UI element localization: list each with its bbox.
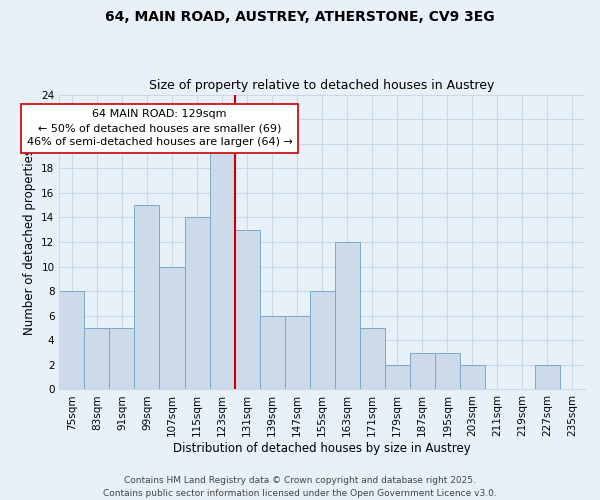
Y-axis label: Number of detached properties: Number of detached properties — [23, 149, 35, 335]
Bar — [235, 230, 260, 390]
Bar — [460, 365, 485, 390]
Text: Contains HM Land Registry data © Crown copyright and database right 2025.
Contai: Contains HM Land Registry data © Crown c… — [103, 476, 497, 498]
Bar — [310, 291, 335, 390]
Bar — [410, 352, 435, 390]
Bar — [59, 291, 85, 390]
Bar — [185, 218, 209, 390]
Bar — [109, 328, 134, 390]
Bar — [134, 205, 160, 390]
Bar — [284, 316, 310, 390]
Text: 64 MAIN ROAD: 129sqm
← 50% of detached houses are smaller (69)
46% of semi-detac: 64 MAIN ROAD: 129sqm ← 50% of detached h… — [26, 110, 292, 148]
Bar — [209, 144, 235, 390]
Bar — [360, 328, 385, 390]
Bar — [335, 242, 360, 390]
Bar — [160, 266, 185, 390]
Bar — [260, 316, 284, 390]
Bar — [435, 352, 460, 390]
Bar — [385, 365, 410, 390]
Title: Size of property relative to detached houses in Austrey: Size of property relative to detached ho… — [149, 79, 495, 92]
Bar — [85, 328, 109, 390]
Text: 64, MAIN ROAD, AUSTREY, ATHERSTONE, CV9 3EG: 64, MAIN ROAD, AUSTREY, ATHERSTONE, CV9 … — [105, 10, 495, 24]
X-axis label: Distribution of detached houses by size in Austrey: Distribution of detached houses by size … — [173, 442, 471, 455]
Bar — [535, 365, 560, 390]
